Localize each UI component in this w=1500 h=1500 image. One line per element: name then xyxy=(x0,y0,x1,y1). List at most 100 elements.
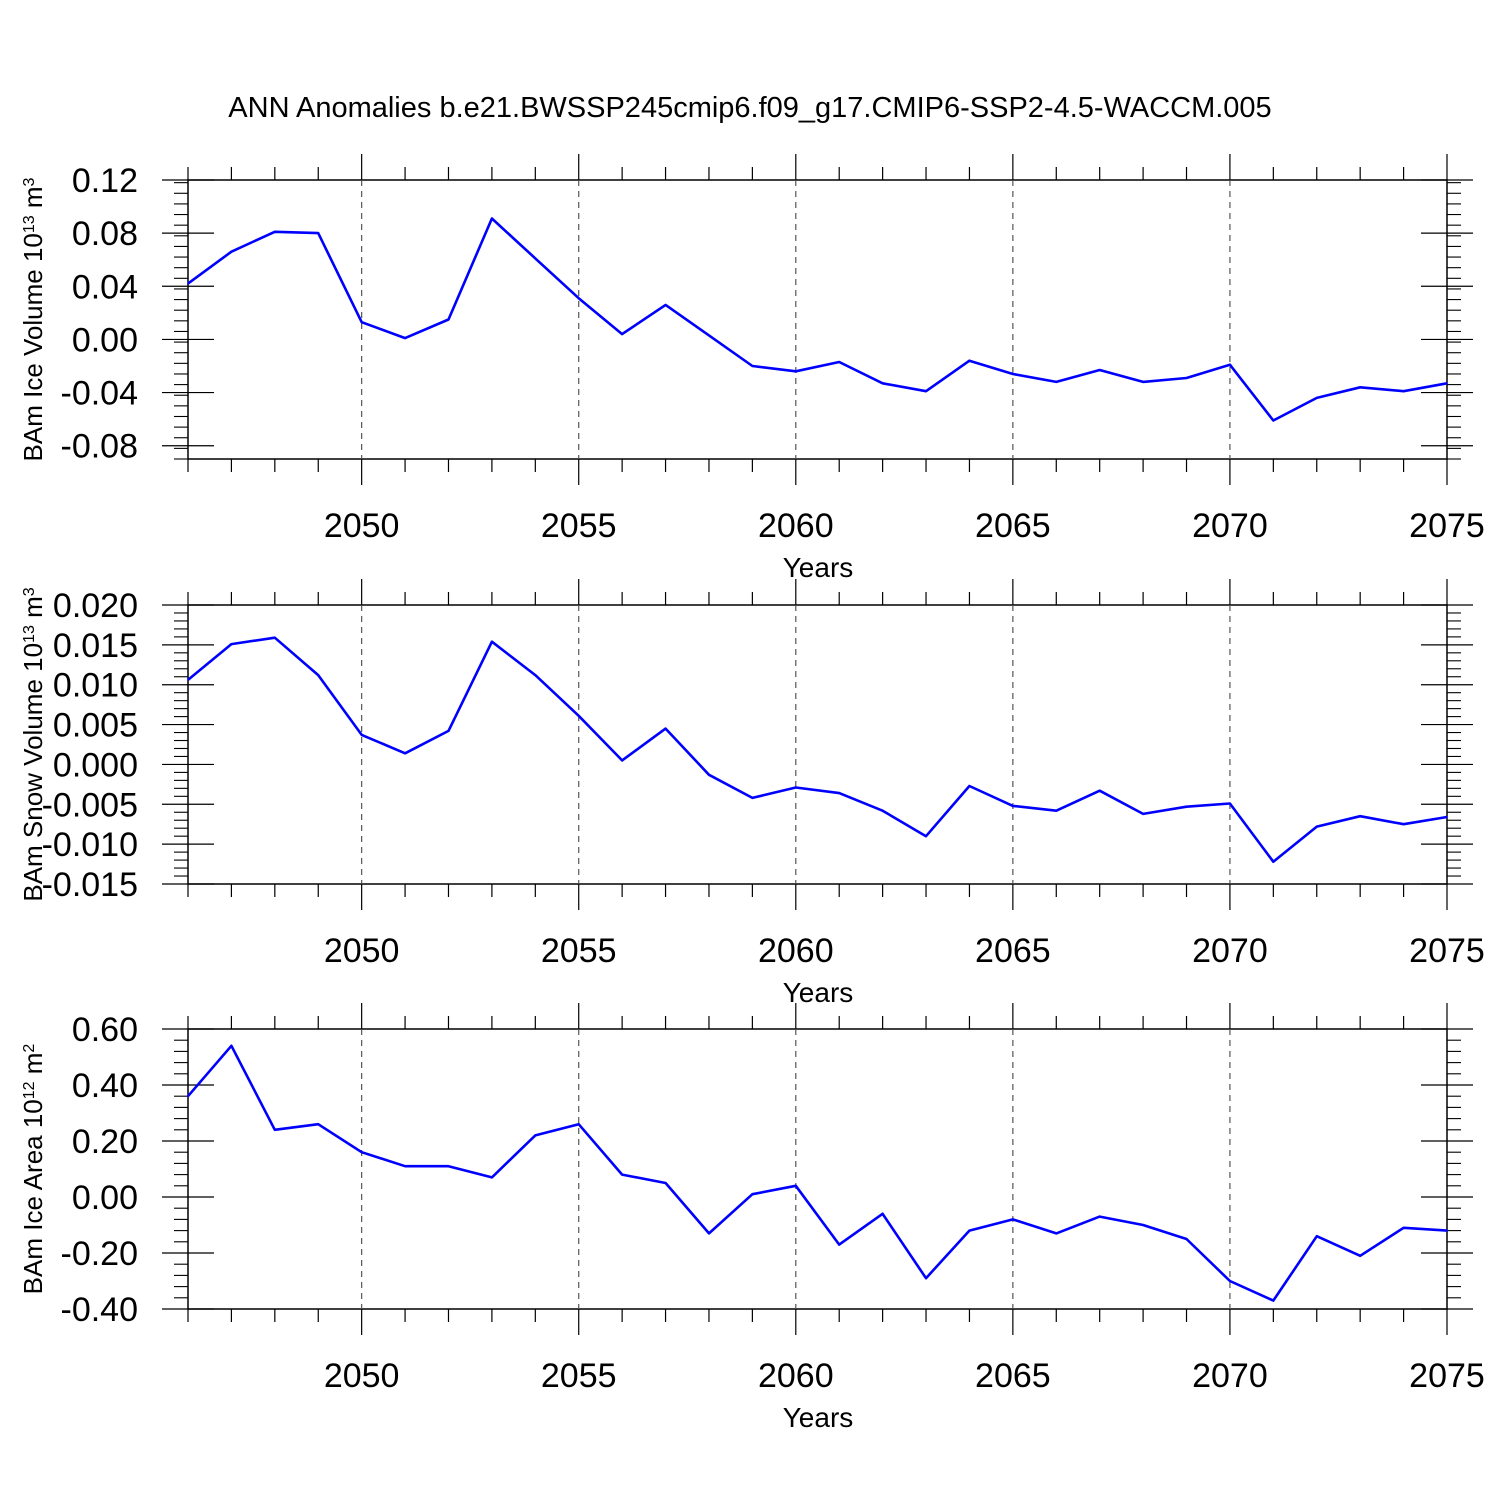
data-point xyxy=(447,1165,450,1167)
data-point xyxy=(491,640,493,643)
x-tick-label: 2075 xyxy=(1409,1357,1485,1395)
data-point xyxy=(360,321,363,323)
data-point xyxy=(664,1182,667,1184)
data-point xyxy=(447,318,450,321)
data-point xyxy=(577,1123,580,1125)
data-point xyxy=(881,809,884,812)
y-tick-label: -0.010 xyxy=(42,826,138,864)
x-tick-label: 2050 xyxy=(324,507,400,545)
data-point xyxy=(534,674,537,676)
data-point xyxy=(274,231,276,233)
x-tick-label: 2060 xyxy=(758,932,834,970)
x-tick-label: 2055 xyxy=(541,507,617,545)
data-point xyxy=(1055,809,1058,812)
data-point xyxy=(925,835,927,837)
x-tick-label: 2055 xyxy=(541,932,617,970)
data-point xyxy=(1098,789,1101,792)
data-point xyxy=(621,759,623,762)
y-tick-label: 0.020 xyxy=(53,587,138,625)
data-point xyxy=(1142,813,1144,815)
data-point xyxy=(1446,1229,1448,1232)
data-point xyxy=(317,232,320,234)
data-point xyxy=(751,797,754,799)
data-point xyxy=(577,297,580,300)
y-tick-label: -0.005 xyxy=(42,786,138,824)
data-point xyxy=(621,1173,623,1176)
data-point xyxy=(1315,397,1318,399)
data-point xyxy=(751,1193,754,1195)
plot-frame xyxy=(187,604,1448,885)
y-tick-label: 0.20 xyxy=(72,1123,138,1161)
data-point xyxy=(404,1165,406,1167)
y-axis-title-part: m xyxy=(18,186,48,215)
y-tick-label: -0.40 xyxy=(61,1291,139,1329)
x-tick-label: 2065 xyxy=(975,507,1051,545)
data-point xyxy=(230,643,233,645)
x-tick-label: 2070 xyxy=(1192,507,1268,545)
data-point xyxy=(1229,1280,1231,1282)
data-point xyxy=(1185,805,1188,808)
data-point xyxy=(187,1095,189,1097)
data-point xyxy=(708,773,710,776)
y-axis-title-superscript: 13 xyxy=(21,625,38,643)
data-point xyxy=(447,730,450,732)
x-tick-label: 2050 xyxy=(324,1357,400,1395)
data-point xyxy=(881,382,884,385)
x-tick-label: 2060 xyxy=(758,1357,834,1395)
series-line xyxy=(187,1044,1448,1302)
data-point xyxy=(1446,816,1448,818)
data-point xyxy=(404,752,406,755)
y-tick-label: 0.010 xyxy=(53,667,138,705)
data-point xyxy=(838,361,841,363)
y-tick-label: 0.005 xyxy=(53,707,138,745)
data-point xyxy=(968,359,971,362)
data-point xyxy=(491,217,493,220)
data-point xyxy=(1098,1215,1101,1218)
data-point xyxy=(1272,419,1275,422)
y-tick-label: 0.015 xyxy=(53,627,138,665)
y-tick-label: 0.00 xyxy=(72,321,138,359)
y-axis-title: BAm Ice Volume 1013 m3 xyxy=(18,177,48,461)
data-point xyxy=(360,1151,363,1153)
data-point xyxy=(491,1176,493,1179)
data-point xyxy=(1012,373,1014,375)
x-tick-label: 2075 xyxy=(1409,507,1485,545)
plot-frame xyxy=(187,179,1448,460)
data-point xyxy=(1185,1238,1188,1240)
data-point xyxy=(1402,390,1405,393)
data-point xyxy=(274,636,276,639)
plot-frame xyxy=(187,1028,1448,1310)
y-tick-label: 0.40 xyxy=(72,1067,138,1105)
y-axis-title-superscript: 3 xyxy=(21,177,38,186)
y-axis-title-part: BAm Ice Volume 10 xyxy=(18,233,48,461)
y-tick-label: 0.04 xyxy=(72,268,138,306)
data-point xyxy=(794,786,797,789)
series-line xyxy=(187,217,1448,422)
x-tick-label: 2070 xyxy=(1192,932,1268,970)
data-point xyxy=(1402,1227,1405,1229)
data-point xyxy=(838,792,841,794)
y-axis-title-part: m xyxy=(18,596,48,625)
chart-panel-1: -0.08 -0.04 0.00 0.04 0.08 0.12 2050 2055 2060 20… xyxy=(18,154,1485,583)
data-point xyxy=(1142,1224,1144,1226)
x-tick-label: 2075 xyxy=(1409,932,1485,970)
y-axis-title: BAm Snow Volume 1013 m3 xyxy=(18,587,48,901)
y-axis-title-part: m xyxy=(18,1053,48,1082)
data-point xyxy=(664,727,667,730)
data-point xyxy=(1055,381,1058,383)
data-point xyxy=(1315,1235,1318,1237)
data-point xyxy=(664,304,667,306)
x-tick-label: 2065 xyxy=(975,932,1051,970)
data-point xyxy=(1359,1255,1361,1257)
data-point xyxy=(838,1243,841,1246)
data-point xyxy=(968,785,971,787)
y-axis-title-part: BAm Ice Area 10 xyxy=(18,1099,48,1294)
data-point xyxy=(621,333,623,335)
y-tick-label: 0.60 xyxy=(72,1011,138,1049)
data-point xyxy=(1185,377,1188,379)
data-point xyxy=(1315,825,1318,828)
data-point xyxy=(794,1185,797,1187)
data-point xyxy=(708,334,710,337)
data-point xyxy=(404,337,406,339)
